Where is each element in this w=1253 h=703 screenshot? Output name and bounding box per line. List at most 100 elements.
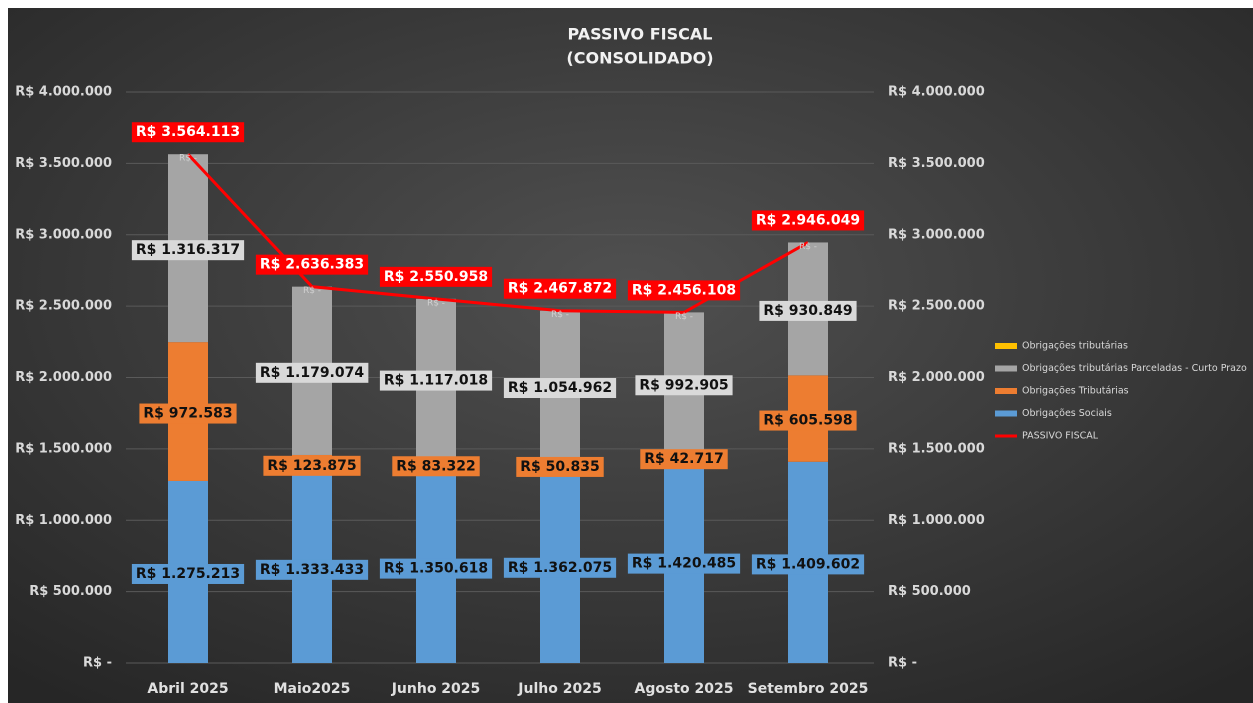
data-label-box xyxy=(255,559,369,580)
chart-title: (CONSOLIDADO) xyxy=(566,49,713,68)
data-label-box xyxy=(255,362,369,383)
y-tick-label: R$ 4.000.000 xyxy=(15,85,112,100)
data-label: R$ 2.636.383 xyxy=(255,254,369,275)
data-label: R$ 123.875 xyxy=(263,455,361,476)
data-label-box xyxy=(255,254,369,275)
data-label: R$ 1.054.962 xyxy=(508,380,612,396)
data-label: R$ 1.179.074 xyxy=(260,365,364,381)
data-label: R$ - xyxy=(675,312,693,322)
data-label: R$ 2.467.872 xyxy=(508,281,612,297)
data-label: R$ 1.362.075 xyxy=(508,560,612,576)
data-label-box xyxy=(751,554,865,575)
data-label-box xyxy=(392,456,480,477)
data-label: R$ 1.275.213 xyxy=(136,566,240,582)
data-label: R$ 1.275.213 xyxy=(131,563,245,584)
data-label: R$ - xyxy=(179,154,197,164)
legend-label: Obrigações tributárias Parceladas - Curt… xyxy=(1022,363,1247,374)
data-label-box xyxy=(131,563,245,584)
data-label: R$ - xyxy=(427,298,445,308)
data-label: R$ 1.409.602 xyxy=(756,556,860,572)
y-tick-label: R$ 1.500.000 xyxy=(15,441,112,456)
data-label: R$ - xyxy=(799,242,817,252)
legend-label: Obrigações Tributárias xyxy=(1022,386,1129,397)
data-label: R$ 1.350.618 xyxy=(379,558,493,579)
y2-tick-label: R$ - xyxy=(888,656,917,671)
legend-label: Obrigações Sociais xyxy=(1022,408,1112,419)
legend-label: Obrigações tributárias xyxy=(1022,341,1128,352)
data-label: R$ 605.598 xyxy=(763,413,852,429)
legend-swatch xyxy=(995,410,1017,417)
data-label: R$ 1.409.602 xyxy=(751,554,865,575)
x-tick-label: Julho 2025 xyxy=(517,681,601,697)
data-label-box xyxy=(263,455,361,476)
y2-tick-label: R$ 1.000.000 xyxy=(888,513,985,528)
data-label: R$ 83.322 xyxy=(396,458,475,474)
data-label: R$ 930.849 xyxy=(759,300,857,321)
data-label-box xyxy=(635,375,733,396)
data-label-box xyxy=(640,449,728,470)
data-label: R$ 1.316.317 xyxy=(136,242,240,258)
data-label-box xyxy=(379,266,493,287)
data-label: R$ 2.636.383 xyxy=(260,257,364,273)
data-label: R$ 50.835 xyxy=(516,456,604,477)
data-label: R$ 2.550.958 xyxy=(379,266,493,287)
data-label-box xyxy=(379,370,493,391)
data-label-box xyxy=(503,557,617,578)
y-tick-label: R$ 2.000.000 xyxy=(15,370,112,385)
data-label: R$ 1.179.074 xyxy=(255,362,369,383)
data-label: R$ 42.717 xyxy=(640,449,728,470)
data-label-box xyxy=(503,378,617,399)
data-label: R$ 930.849 xyxy=(763,303,852,319)
data-label-box xyxy=(627,553,741,574)
data-label: R$ 992.905 xyxy=(635,375,733,396)
data-label: R$ 123.875 xyxy=(267,458,356,474)
y-tick-label: R$ 500.000 xyxy=(29,584,112,599)
y-tick-label: R$ 3.000.000 xyxy=(15,227,112,242)
data-label: R$ 972.583 xyxy=(143,406,232,422)
data-label: R$ 3.564.113 xyxy=(136,124,240,140)
data-label: R$ 1.054.962 xyxy=(503,378,617,399)
data-label: R$ 83.322 xyxy=(392,456,480,477)
data-label: R$ - xyxy=(303,286,321,296)
y2-tick-label: R$ 2.000.000 xyxy=(888,370,985,385)
data-label: R$ 1.420.485 xyxy=(627,553,741,574)
data-label-box xyxy=(503,278,617,299)
data-label: R$ 1.420.485 xyxy=(632,556,736,572)
data-label: R$ 2.946.049 xyxy=(751,210,865,231)
y-tick-label: R$ - xyxy=(83,656,112,671)
y-tick-label: R$ 3.500.000 xyxy=(15,156,112,171)
data-label: R$ 2.456.108 xyxy=(632,282,736,298)
y2-tick-label: R$ 3.000.000 xyxy=(888,227,985,242)
data-label: R$ 1.117.018 xyxy=(379,370,493,391)
data-label: R$ 1.350.618 xyxy=(384,561,488,577)
x-tick-label: Setembro 2025 xyxy=(748,681,869,697)
data-label: R$ 3.564.113 xyxy=(131,122,245,143)
y2-tick-label: R$ 1.500.000 xyxy=(888,441,985,456)
x-tick-label: Junho 2025 xyxy=(391,681,481,697)
data-label: R$ 42.717 xyxy=(644,451,723,467)
data-label: R$ 1.362.075 xyxy=(503,557,617,578)
data-label: R$ - xyxy=(551,310,569,320)
data-label: R$ 1.316.317 xyxy=(131,240,245,261)
data-label-box xyxy=(516,456,604,477)
legend-swatch xyxy=(995,343,1017,349)
data-label-box xyxy=(131,240,245,261)
data-label: R$ 1.333.433 xyxy=(255,559,369,580)
data-label: R$ 2.550.958 xyxy=(384,269,488,285)
data-label-box xyxy=(379,558,493,579)
data-label-box xyxy=(139,403,237,424)
x-tick-label: Agosto 2025 xyxy=(635,681,734,697)
data-label: R$ 2.946.049 xyxy=(756,212,860,228)
chart-title: PASSIVO FISCAL xyxy=(568,25,713,44)
data-label: R$ 50.835 xyxy=(520,459,599,475)
data-label: R$ 605.598 xyxy=(759,410,857,431)
y2-tick-label: R$ 500.000 xyxy=(888,584,971,599)
legend-label: PASSIVO FISCAL xyxy=(1022,431,1099,442)
data-label: R$ 972.583 xyxy=(139,403,237,424)
x-tick-label: Abril 2025 xyxy=(147,681,228,697)
y-tick-label: R$ 1.000.000 xyxy=(15,513,112,528)
data-label: R$ 2.467.872 xyxy=(503,278,617,299)
data-label-box xyxy=(131,122,245,143)
y2-tick-label: R$ 4.000.000 xyxy=(888,85,985,100)
